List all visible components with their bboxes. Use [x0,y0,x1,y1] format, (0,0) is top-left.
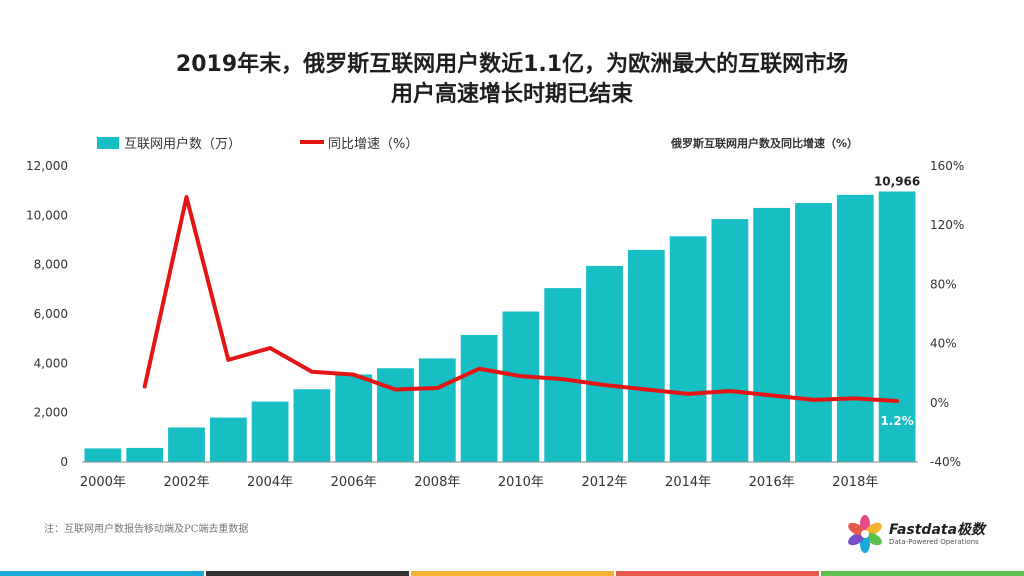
data-labels: 10,966 1.2% [874,175,920,429]
bar-series [84,191,916,463]
y-left-tick-label: 8,000 [34,258,68,272]
bar [502,311,540,462]
bar [335,374,373,462]
bar [544,288,582,462]
bar [669,236,707,462]
chart-title: 俄罗斯互联网用户数及同比增速（%） [670,136,858,150]
legend-bar-swatch [97,137,119,149]
y-left-tick-label: 6,000 [34,307,68,321]
growth-line-series [142,195,900,404]
growth-line [142,195,900,404]
x-tick-label: 2014年 [665,475,711,490]
footer-stripe-3 [411,571,614,576]
footer-stripe-1 [0,571,204,576]
last-growth-value-label: 1.2% [880,414,913,428]
bar [377,368,414,462]
y-left-tick-label: 12,000 [26,159,68,173]
bar [168,427,205,462]
y-right-tick-label: 120% [930,218,964,232]
bar [586,265,623,462]
x-tick-label: 2018年 [832,475,878,490]
x-tick-label: 2008年 [414,475,460,490]
bar [293,389,331,462]
y-axis-left: 0 2,000 4,000 6,000 8,000 10,000 12,000 [26,159,68,469]
title-line-1: 2019年末，俄罗斯互联网用户数近1.1亿，为欧洲最大的互联网市场 [175,52,849,77]
bar [126,447,164,462]
y-axis-right: -40% 0% 40% 80% 120% 160% [930,159,964,469]
bar [795,203,832,462]
y-left-tick-label: 4,000 [34,356,68,370]
logo-tagline: Data-Powered Operations [889,538,979,546]
bar [418,358,456,462]
page-title: 2019年末，俄罗斯互联网用户数近1.1亿，为欧洲最大的互联网市场 用户高速增长… [0,50,1024,110]
y-right-tick-label: 80% [930,277,957,291]
x-tick-label: 2000年 [80,475,126,490]
logo-name: Fastdata极数 [889,522,986,538]
bar [84,448,122,462]
bar [251,401,289,462]
x-tick-label: 2004年 [247,475,293,490]
y-left-tick-label: 2,000 [34,406,68,420]
y-left-tick-label: 10,000 [26,208,68,222]
footer-stripe-2 [206,571,409,576]
bar [836,194,874,463]
y-left-tick-label: 0 [60,455,68,469]
x-tick-label: 2006年 [331,475,377,490]
x-tick-label: 2016年 [749,475,795,490]
legend: 互联网用户数（万） 同比增速（%） [97,136,418,152]
y-right-tick-label: -40% [930,455,961,469]
logo: Fastdata极数 Data-Powered Operations [845,514,1010,554]
bar [753,207,791,462]
legend-line-label: 同比增速（%） [328,137,418,152]
last-bar-value-label: 10,966 [874,175,920,189]
flower-logo-icon [848,515,882,553]
footer-stripe-5 [821,571,1024,576]
x-tick-label: 2002年 [163,475,209,490]
bar [460,334,498,462]
footer-stripe-4 [616,571,819,576]
bar [711,219,749,462]
y-right-tick-label: 40% [930,337,957,351]
footnote: 注：互联网用户数报告移动端及PC端去重数据 [44,524,249,535]
bar [878,191,916,462]
title-line-2: 用户高速增长时期已结束 [390,82,633,107]
bar [209,417,247,462]
x-tick-label: 2010年 [498,475,544,490]
x-tick-label: 2012年 [581,475,627,490]
y-right-tick-label: 160% [930,159,964,173]
bar [627,249,665,462]
y-right-tick-label: 0% [930,396,949,410]
legend-bar-label: 互联网用户数（万） [124,136,241,152]
x-axis: 2000年 2002年 2004年 2006年 2008年 2010年 2012年 2014年… [80,475,878,490]
